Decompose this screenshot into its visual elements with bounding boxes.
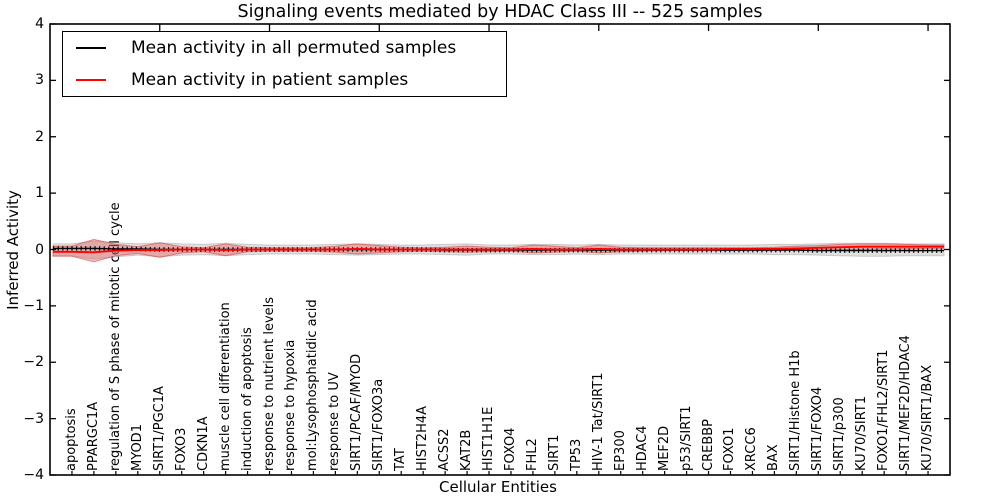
permuted-line-sample-icon (76, 47, 106, 50)
y-tick-label: 0 (35, 241, 44, 258)
y-tick-label: −3 (23, 410, 44, 427)
legend-label: Mean activity in all permuted samples (131, 38, 457, 59)
y-tick-label: 1 (35, 185, 44, 202)
chart-title: Signaling events mediated by HDAC Class … (237, 2, 763, 22)
legend: Mean activity in all permuted samples Me… (62, 31, 507, 97)
y-tick-label: −2 (23, 354, 44, 371)
y-tick-label: 3 (35, 72, 44, 89)
y-tick-label: −4 (23, 467, 44, 483)
y-tick-label: 4 (35, 16, 44, 32)
patient-line-sample-icon (76, 78, 106, 81)
patient-mean-line (53, 245, 944, 254)
legend-label: Mean activity in patient samples (131, 69, 409, 90)
legend-item-patient: Mean activity in patient samples (63, 65, 506, 95)
legend-item-permuted: Mean activity in all permuted samples (63, 33, 506, 63)
y-tick-label: −1 (23, 297, 44, 314)
y-tick-label: 2 (35, 128, 44, 145)
x-axis-label: Cellular Entities (439, 478, 557, 496)
